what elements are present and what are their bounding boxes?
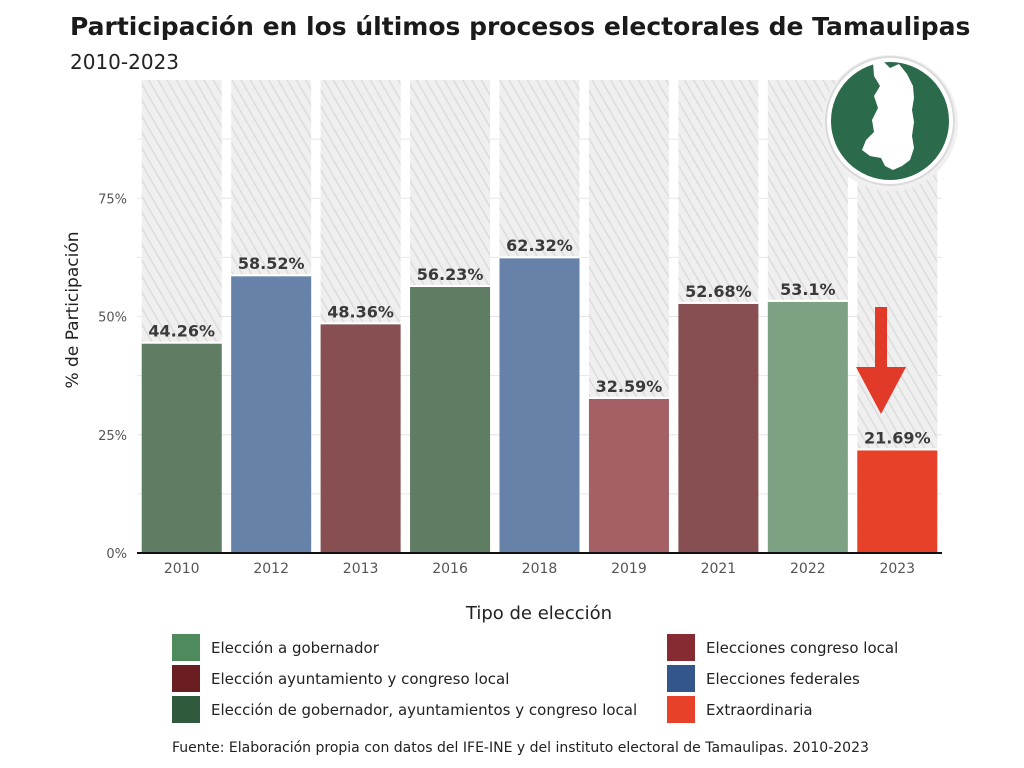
bar-2021 [678, 303, 759, 553]
y-axis-label: % de Participación [63, 231, 83, 388]
legend-label: Extraordinaria [706, 700, 813, 719]
x-tick-label-2010: 2010 [164, 561, 200, 577]
legend-title: Tipo de elección [465, 603, 613, 624]
bar-2023 [857, 450, 938, 553]
legend-swatch [667, 634, 695, 661]
source-note: Fuente: Elaboración propia con datos del… [172, 740, 869, 756]
x-tick-label-2016: 2016 [432, 561, 468, 577]
data-labels: 44.26% 58.52% 48.36% 56.23% 62.32% 32.59% 52.6… [148, 236, 930, 447]
data-label-2010: 44.26% [148, 322, 215, 341]
bar-2012 [231, 276, 312, 553]
legend-item-elecciones-congreso-local: Elecciones congreso local [667, 634, 898, 661]
bar-2019 [588, 398, 669, 553]
data-bars [141, 256, 938, 553]
chart-title: Participación en los últimos procesos el… [70, 12, 971, 41]
legend-item-eleccion-a-gobernador: Elección a gobernador [172, 634, 379, 661]
data-label-2016: 56.23% [417, 265, 484, 284]
bar-2022 [767, 301, 848, 553]
legend-item-eleccion-gobernador-ayuntamientos-congreso: Elección de gobernador, ayuntamientos y … [172, 696, 637, 723]
data-label-2012: 58.52% [238, 254, 305, 273]
legend-item-elecciones-federales: Elecciones federales [667, 665, 860, 692]
legend-item-eleccion-ayuntamiento-congreso: Elección ayuntamiento y congreso local [172, 665, 509, 692]
x-tick-label-2023: 2023 [879, 561, 915, 577]
bar-chart: 44.26% 58.52% 48.36% 56.23% 62.32% 32.59% 52.6… [63, 55, 958, 577]
legend-label: Elección de gobernador, ayuntamientos y … [211, 700, 638, 719]
legend-label: Elección ayuntamiento y congreso local [211, 669, 510, 688]
down-arrow-icon [856, 307, 906, 414]
legend-swatch [172, 665, 200, 692]
legend-label: Elecciones congreso local [706, 638, 899, 657]
legend-label: Elecciones federales [706, 669, 860, 688]
y-tick-label: 75% [98, 192, 127, 207]
x-tick-label-2022: 2022 [790, 561, 826, 577]
legend-label: Elección a gobernador [211, 638, 379, 657]
data-label-2021: 52.68% [685, 282, 752, 301]
y-tick-label: 0% [106, 547, 127, 562]
data-label-2019: 32.59% [596, 377, 663, 396]
x-tick-label-2021: 2021 [701, 561, 737, 577]
y-tick-label: 25% [98, 429, 127, 444]
legend-swatch [667, 696, 695, 723]
x-tick-label-2018: 2018 [522, 561, 558, 577]
legend-item-extraordinaria: Extraordinaria [667, 696, 813, 723]
legend-swatch [172, 634, 200, 661]
legend-swatch [172, 696, 200, 723]
bar-2018 [499, 258, 580, 553]
data-label-2018: 62.32% [506, 236, 573, 255]
data-label-2023: 21.69% [864, 428, 931, 447]
data-label-2013: 48.36% [327, 302, 394, 321]
tamaulipas-map-icon [862, 60, 914, 170]
axis-ticks: 0% 25% 50% 75% 2010 2012 2013 2016 2018 2019 2021 2… [98, 192, 915, 577]
x-tick-label-2012: 2012 [253, 561, 289, 577]
chart-subtitle: 2010-2023 [70, 50, 180, 74]
bar-2010 [141, 343, 222, 553]
data-label-2022: 53.1% [780, 280, 836, 299]
y-tick-label: 50% [98, 311, 127, 326]
bar-2016 [410, 287, 491, 553]
tamaulipas-state-logo [822, 55, 958, 191]
bar-2013 [320, 324, 401, 553]
x-tick-label-2013: 2013 [343, 561, 379, 577]
legend-swatch [667, 665, 695, 692]
x-tick-label-2019: 2019 [611, 561, 647, 577]
